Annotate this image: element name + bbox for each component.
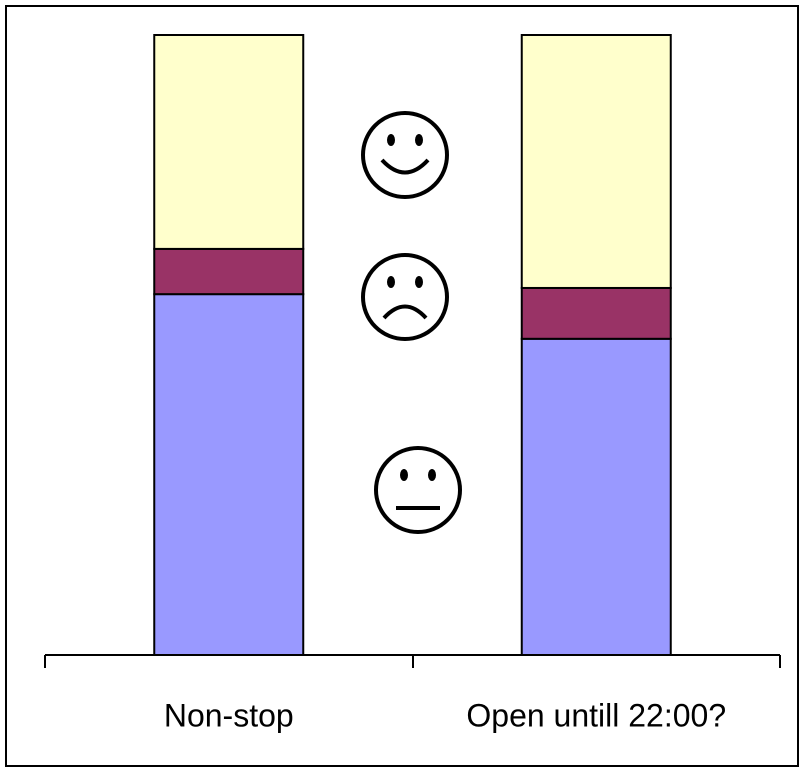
bars [153,34,672,656]
chart-border [5,5,799,767]
x-tick-label: Open untill 22:00? [466,697,726,733]
bar-segment [153,293,305,656]
bar-segment [520,286,672,340]
bar-segment [520,34,672,289]
bar-segment [520,337,672,656]
bar-segment [153,247,305,296]
happy-face [361,111,449,199]
sad-face [361,253,449,341]
bar-segment [153,34,305,250]
x-tick-label: Non-stop [164,697,294,733]
neutral-face [374,446,462,534]
